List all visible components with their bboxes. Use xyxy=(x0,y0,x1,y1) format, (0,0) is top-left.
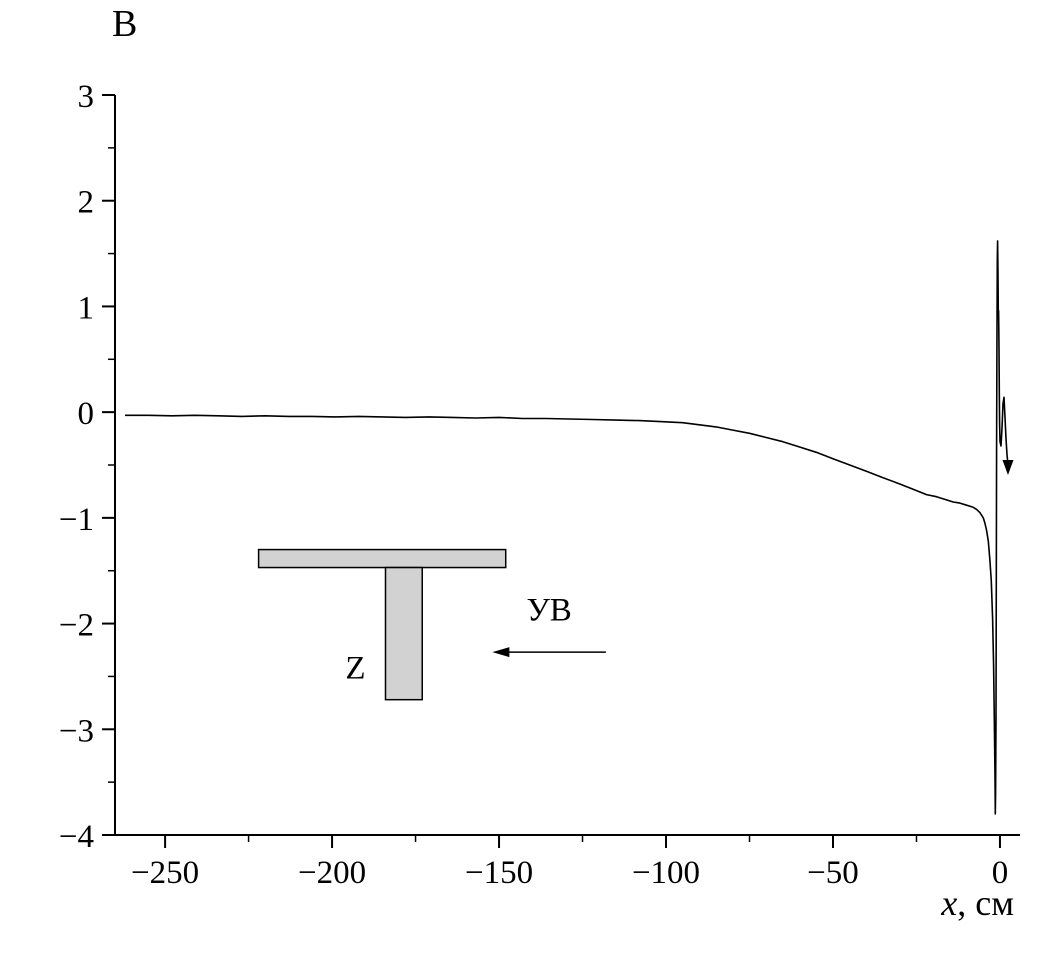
axes-frame xyxy=(114,95,1020,836)
x-tick-label: −150 xyxy=(465,855,533,891)
y-tick-label: 1 xyxy=(78,290,95,326)
x-tick-label: −100 xyxy=(632,855,700,891)
probe-axis-label: Z xyxy=(345,651,365,687)
x-axis-title: x, см xyxy=(941,883,1014,924)
shock-wave-label: УВ xyxy=(526,592,571,628)
y-tick-label: −4 xyxy=(59,819,94,855)
signal-curve xyxy=(125,240,1009,815)
probe-vertical-bar xyxy=(384,566,423,701)
y-tick-label: −1 xyxy=(59,502,94,538)
x-tick-label: −250 xyxy=(131,855,199,891)
x-tick-label: 0 xyxy=(992,855,1009,891)
y-tick-label: −2 xyxy=(59,608,94,644)
shock-arrow-head xyxy=(492,647,510,658)
x-tick-label: −50 xyxy=(807,855,859,891)
curve-end-arrowhead xyxy=(1002,460,1014,475)
y-tick-label: −3 xyxy=(59,713,94,749)
x-axis-title-unit: , см xyxy=(957,883,1014,923)
y-axis-title: В xyxy=(112,3,138,45)
probe-horizontal-bar xyxy=(257,548,507,569)
x-tick-label: −200 xyxy=(298,855,366,891)
y-tick-label: 3 xyxy=(78,79,95,115)
x-axis-title-variable: x xyxy=(941,883,958,923)
y-tick-label: 0 xyxy=(78,396,95,432)
y-tick-label: 2 xyxy=(78,185,95,221)
